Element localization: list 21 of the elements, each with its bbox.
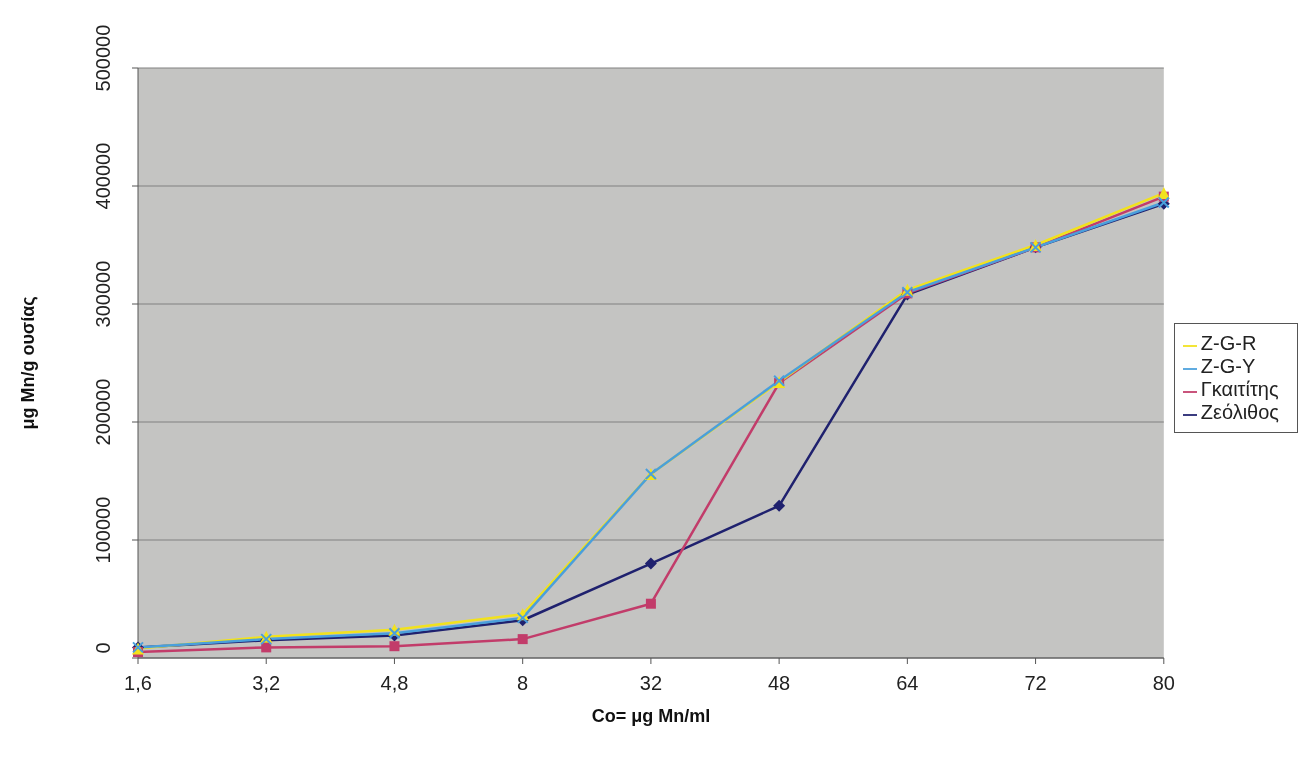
x-tick-label: 1,6 — [124, 672, 152, 695]
legend-label: Z-G-Y — [1200, 355, 1256, 377]
legend-label: Γκαιτίτης — [1200, 378, 1279, 400]
x-axis-title: Co= μg Mn/ml — [591, 706, 711, 726]
y-tick-label: 100000 — [92, 496, 114, 564]
y-axis-title: μg Mn/g ουσίας — [18, 296, 39, 430]
x-tick-label: 80 — [1152, 672, 1175, 695]
x-tick-label: 4,8 — [380, 672, 409, 695]
legend-label: Ζεόλιθος — [1200, 401, 1279, 423]
x-tick-label: 32 — [639, 672, 663, 695]
legend-label: Z-G-R — [1200, 332, 1257, 354]
y-tick-label: 300000 — [92, 260, 114, 328]
y-tick-label: 200000 — [92, 378, 114, 446]
x-tick-label: 72 — [1024, 672, 1047, 695]
y-tick-label: 0 — [92, 642, 114, 654]
y-tick-label: 500000 — [92, 24, 114, 92]
x-tick-label: 64 — [896, 672, 919, 695]
x-tick-label: 8 — [517, 672, 529, 695]
x-tick-label: 3,2 — [252, 672, 281, 695]
y-tick-label: 400000 — [92, 142, 114, 210]
x-tick-label: 48 — [768, 672, 791, 695]
